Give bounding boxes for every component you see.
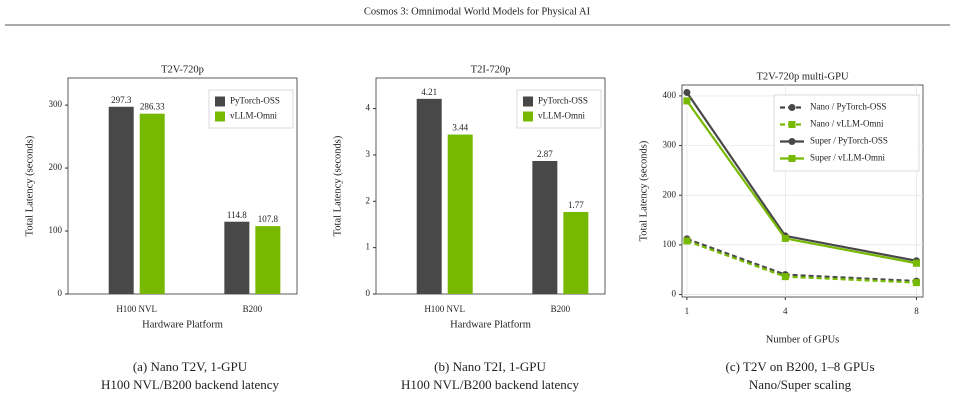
x-axis-label: Number of GPUs [766,334,840,345]
legend-label: PyTorch-OSS [230,96,280,106]
legend-box [208,89,294,129]
bar [139,113,165,295]
bar [255,226,281,294]
x-tick-label: H100 NVL [116,304,157,314]
y-tick-label: 100 [663,239,677,249]
legend-swatch [215,96,225,107]
legend-marker [788,138,796,145]
value-label: 107.8 [258,214,279,224]
y-axis-label: Total Latency (seconds) [24,135,35,236]
y-tick-label: 4 [366,103,371,113]
point [683,97,691,105]
point [781,234,789,242]
x-axis-label: Hardware Platform [450,319,531,330]
x-tick-label: 1 [685,306,690,316]
chart-title: T2V-720p [161,64,204,75]
point [781,273,789,281]
x-tick-label: 8 [914,306,919,316]
legend-label: Nano / PyTorch-OSS [810,102,886,112]
x-tick-label: B200 [551,304,571,314]
y-tick-label: 0 [366,288,371,298]
caption: (c) T2V on B200, 1–8 GPUs [725,359,874,374]
point [683,237,691,245]
bar [108,106,134,294]
y-tick-label: 400 [663,90,677,100]
legend-box [516,89,602,129]
line [686,239,917,284]
bar [532,160,558,294]
bar [447,134,473,294]
bar [416,98,442,294]
legend-marker [788,104,796,111]
value-label: 3.44 [452,123,468,133]
x-tick-label: B200 [243,304,263,314]
value-label: 114.8 [227,210,247,220]
y-tick-label: 0 [58,288,63,298]
legend-marker [788,155,796,162]
y-axis-label: Total Latency (seconds) [638,140,649,241]
y-tick-label: 100 [49,225,63,235]
legend-label: PyTorch-OSS [538,96,588,106]
value-label: 1.77 [568,200,584,210]
caption: Nano/Super scaling [749,377,852,392]
y-tick-label: 300 [663,140,677,150]
y-tick-label: 200 [49,162,63,172]
x-axis-label: Hardware Platform [142,319,223,330]
x-tick-label: 4 [783,306,788,316]
y-tick-label: 2 [366,195,371,205]
caption: (a) Nano T2V, 1-GPU [133,359,248,374]
header-title: Cosmos 3: Omnimodal World Models for Phy… [364,6,591,17]
y-tick-label: 300 [49,99,63,109]
point [683,88,691,96]
y-tick-label: 200 [663,189,677,199]
legend-label: Super / PyTorch-OSS [810,136,888,146]
legend-marker [788,121,796,128]
chart-title: T2I-720p [471,64,511,75]
y-tick-label: 0 [672,289,677,299]
legend-swatch [523,111,533,122]
point [912,259,920,267]
value-label: 286.33 [140,102,165,112]
bar [563,211,589,294]
caption: H100 NVL/B200 backend latency [101,377,279,392]
y-tick-label: 3 [366,149,371,159]
legend-label: Nano / vLLM-Omni [810,119,884,129]
legend-label: Super / vLLM-Omni [810,153,885,163]
plot-frame [375,77,606,295]
bar [224,221,250,294]
legend-swatch [215,111,225,122]
line [686,237,917,283]
caption: H100 NVL/B200 backend latency [401,377,579,392]
chart-title: T2V-720p multi-GPU [756,71,848,82]
y-tick-label: 1 [366,242,371,252]
legend-swatch [523,96,533,107]
value-label: 4.21 [421,87,437,97]
plot-frame [681,84,924,298]
legend-label: vLLM-Omni [538,111,585,121]
plot-frame [67,77,298,295]
caption: (b) Nano T2I, 1-GPU [434,359,546,374]
x-tick-label: H100 NVL [424,304,465,314]
point [912,279,920,287]
value-label: 297.3 [111,95,132,105]
value-label: 2.87 [537,149,553,159]
y-axis-label: Total Latency (seconds) [332,135,343,236]
legend-label: vLLM-Omni [230,111,277,121]
